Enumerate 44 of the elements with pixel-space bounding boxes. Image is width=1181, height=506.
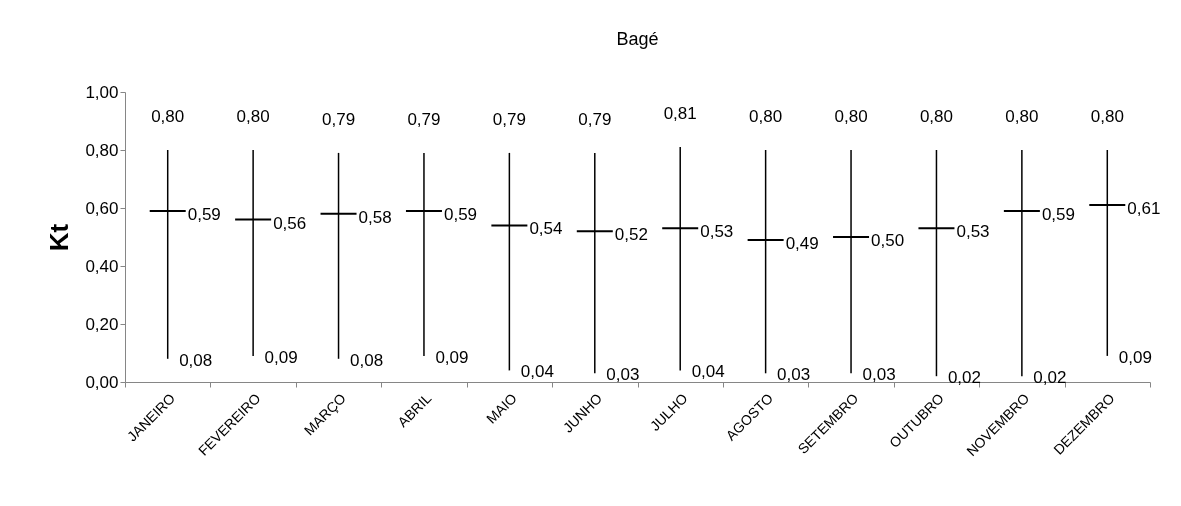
annotation: 0,53: [956, 222, 990, 242]
annotation: 0,03: [606, 365, 640, 385]
annotation: 0,04: [691, 362, 725, 382]
annotation: 0,80: [749, 107, 783, 126]
annotation: 0,09: [264, 347, 298, 367]
annotation: 0,80: [151, 107, 185, 126]
annotation: 0,80: [1090, 107, 1124, 126]
annotation: 0,58: [358, 207, 392, 227]
annotation: 0,04: [520, 362, 554, 382]
annotation: 0,80: [919, 107, 954, 126]
annotation: 0,59: [443, 204, 478, 224]
annotation: 0,80: [236, 107, 270, 126]
annotation: 0,79: [321, 109, 356, 129]
annotation: 0,81: [663, 104, 697, 124]
annotation: 0,09: [1118, 347, 1152, 367]
annotation: 0,80: [1005, 107, 1039, 126]
annotation: 0,02: [947, 368, 982, 388]
annotation: 0,80: [834, 107, 868, 126]
annotation: 0,50: [871, 231, 905, 250]
y-tick-label: 0,60: [85, 198, 119, 218]
annotation: 0,53: [700, 222, 734, 242]
annotation: 0,02: [1033, 368, 1067, 388]
annotation: 0,79: [407, 109, 441, 129]
annotation: 0,59: [1041, 204, 1075, 224]
annotation: 0,54: [529, 219, 563, 239]
annotation: 0,56: [273, 213, 307, 233]
annotation: 0,59: [187, 204, 221, 224]
annotation: 0,08: [179, 350, 213, 370]
annotation: 0,79: [578, 109, 612, 129]
y-tick-label: 1,00: [85, 82, 119, 102]
annotation: 0,03: [777, 365, 811, 385]
y-axis-title: Kt: [44, 223, 75, 252]
annotation: 0,03: [862, 365, 896, 385]
annotation: 0,08: [349, 350, 384, 370]
annotation: 0,52: [614, 225, 648, 245]
chart-title: Bagé: [616, 29, 659, 49]
y-tick-label: 0,00: [85, 372, 119, 392]
y-tick-label: 0,80: [85, 140, 119, 160]
annotation: 0,79: [492, 109, 526, 129]
annotation: 0,61: [1127, 199, 1161, 219]
y-tick-label: 0,20: [85, 314, 119, 334]
y-tick-label: 0,40: [85, 256, 119, 276]
annotation: 0,49: [785, 233, 819, 253]
annotation: 0,09: [435, 347, 469, 367]
